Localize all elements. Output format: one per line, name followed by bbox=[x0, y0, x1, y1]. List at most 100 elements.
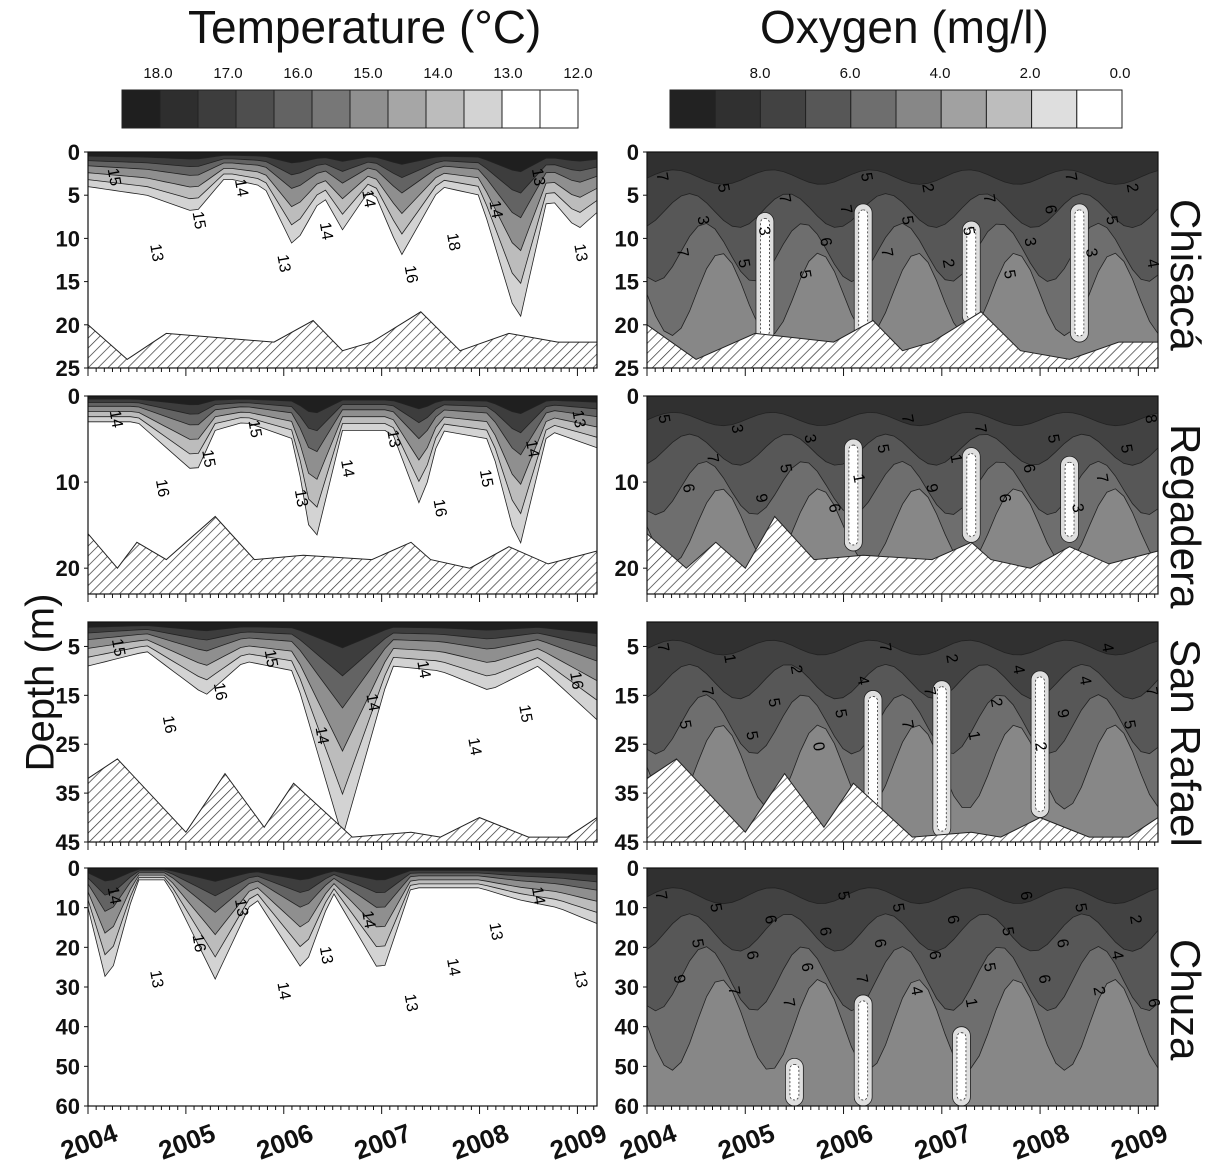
temperature-regadera-contour-band bbox=[87, 395, 598, 515]
temperature-legend-swatch bbox=[425, 89, 465, 129]
oxygen-san-rafael-contour-label: 7 bbox=[876, 642, 894, 654]
oxygen-chuza-y-tick-label: 30 bbox=[615, 975, 639, 1000]
temperature-san-rafael-contour-label: 15 bbox=[108, 637, 128, 658]
oxygen-san-rafael-contour-label: 4 bbox=[1009, 664, 1027, 676]
oxygen-chuza-contour-label: 5 bbox=[688, 938, 706, 950]
oxygen-san-rafael-contour-label: 5 bbox=[831, 708, 849, 720]
oxygen-chuza-contour-label: 5 bbox=[706, 902, 724, 914]
oxygen-chuza-contour-label: 5 bbox=[998, 926, 1016, 938]
temperature-regadera-contour-label: 14 bbox=[106, 409, 126, 430]
oxygen-chuza-contour-label: 5 bbox=[980, 961, 998, 973]
oxygen-chuza-anoxic-core bbox=[858, 1000, 869, 1101]
oxygen-san-rafael-contour-label: 5 bbox=[676, 719, 694, 731]
oxygen-legend: 8.0 6.0 4.0 2.0 0.0 bbox=[669, 65, 1131, 129]
oxygen-regadera-contour-label: 5 bbox=[776, 463, 794, 475]
oxygen-san-rafael-contour-label: 4 bbox=[853, 675, 871, 687]
oxygen-regadera-contour-label: 5 bbox=[1117, 443, 1135, 455]
temperature-san-rafael-contour-label: 16 bbox=[210, 681, 230, 702]
oxygen-chuza-contour-label: 6 bbox=[870, 938, 888, 950]
oxygen-regadera-contour-label: 7 bbox=[703, 453, 721, 465]
oxygen-regadera-contour-label: 8 bbox=[1141, 413, 1159, 425]
temperature-legend-swatch bbox=[539, 89, 579, 129]
oxygen-chuza-contour-label: 9 bbox=[670, 973, 688, 985]
temperature-chuza-contour-label: 14 bbox=[358, 909, 378, 930]
oxygen-legend-swatch bbox=[985, 89, 1033, 129]
oxygen-legend-swatch bbox=[1076, 89, 1123, 129]
temperature-chuza-contour-label: 13 bbox=[401, 993, 421, 1014]
x-year-label-oxygen: 2004 bbox=[616, 1117, 681, 1165]
x-year-label-temperature: 2006 bbox=[252, 1118, 317, 1166]
temperature-legend-swatch bbox=[159, 89, 199, 129]
oxygen-legend-tick-label: 4.0 bbox=[930, 65, 951, 82]
temperature-regadera-contour-label: 13 bbox=[568, 409, 588, 430]
oxygen-san-rafael-y-tick-label: 45 bbox=[615, 830, 639, 855]
oxygen-san-rafael-contour-label: 1 bbox=[720, 653, 738, 665]
oxygen-regadera-anoxic-core bbox=[848, 444, 859, 546]
oxygen-san-rafael-frame bbox=[646, 621, 1159, 843]
temperature-chisaca-contour-band bbox=[87, 151, 598, 173]
oxygen-legend-swatch bbox=[1031, 89, 1078, 129]
temperature-chuza-y-tick-label: 20 bbox=[56, 935, 80, 960]
temperature-legend-tick-label: 14.0 bbox=[423, 65, 452, 82]
oxygen-chisaca-contour-label: 2 bbox=[918, 182, 936, 194]
oxygen-chuza-contour-label: 5 bbox=[1071, 902, 1089, 914]
oxygen-chuza-contour-label: 7 bbox=[779, 997, 797, 1009]
oxygen-chisaca-contour-label: 5 bbox=[857, 171, 875, 183]
oxygen-chisaca-contour-label: 5 bbox=[796, 268, 814, 280]
oxygen-chuza-contour-band bbox=[646, 867, 1159, 905]
oxygen-chisaca-y-tick-label: 10 bbox=[615, 226, 639, 251]
oxygen-chuza-y-tick-label: 50 bbox=[615, 1054, 639, 1079]
oxygen-chisaca-contour-label: 5 bbox=[734, 258, 752, 270]
oxygen-regadera: 0 10 20 5 6 7 3 9 5 3 6 1 5 7 9 1 7 6 6 5 3 7 5 8 bbox=[615, 384, 1159, 602]
oxygen-chuza-contour-label: 1 bbox=[962, 997, 980, 1009]
temperature-san-rafael-contour-label: 15 bbox=[515, 703, 535, 724]
oxygen-chisaca-contour-label: 5 bbox=[898, 214, 916, 226]
temperature-chisaca-y-tick-label: 0 bbox=[68, 140, 80, 165]
temperature-san-rafael-contour-label: 14 bbox=[464, 736, 484, 757]
temperature-chisaca-contour-label: 13 bbox=[273, 253, 293, 274]
oxygen-chuza-contour-label: 6 bbox=[1035, 973, 1053, 985]
oxygen-chuza-contour-label: 6 bbox=[925, 949, 943, 961]
oxygen-regadera-contour-label: 5 bbox=[654, 413, 672, 425]
temperature-chisaca-y-tick-label: 5 bbox=[68, 183, 80, 208]
oxygen-regadera-contour-label: 6 bbox=[825, 502, 843, 514]
oxygen-san-rafael-contour-label: 4 bbox=[1098, 642, 1116, 654]
oxygen-regadera-frame bbox=[646, 395, 1159, 595]
oxygen-san-rafael-anoxic-core bbox=[868, 696, 878, 812]
oxygen-legend-tick-label: 0.0 bbox=[1110, 65, 1131, 82]
temperature-san-rafael-contour-label: 14 bbox=[362, 692, 382, 713]
oxygen-san-rafael-y-tick-label: 5 bbox=[627, 634, 639, 659]
oxygen-chisaca-contour-label: 2 bbox=[939, 258, 957, 270]
temperature-legend-swatch bbox=[273, 89, 313, 129]
temperature-regadera-y-tick-label: 20 bbox=[56, 556, 80, 581]
oxygen-chisaca-anoxic-core bbox=[760, 218, 770, 337]
x-year-label-temperature: 2005 bbox=[154, 1118, 219, 1166]
oxygen-chisaca-contour-label: 6 bbox=[1041, 204, 1059, 216]
temperature-chuza-y-tick-label: 40 bbox=[56, 1015, 80, 1040]
oxygen-chisaca-contour-label: 5 bbox=[1000, 268, 1018, 280]
oxygen-chisaca-y-tick-label: 15 bbox=[615, 270, 639, 295]
lake-label-chisaca: Chisacá bbox=[1162, 199, 1209, 351]
temperature-regadera-contour-label: 13 bbox=[291, 488, 311, 509]
oxygen-chuza-contour-label: 6 bbox=[797, 961, 815, 973]
oxygen-chuza-contour-label: 4 bbox=[907, 985, 925, 997]
oxygen-san-rafael-contour-label: 2 bbox=[787, 664, 805, 676]
oxygen-chuza-y-tick-label: 0 bbox=[627, 856, 639, 881]
temperature-chuza-contour-label: 13 bbox=[146, 969, 166, 990]
temperature-san-rafael-contour-label: 15 bbox=[261, 648, 281, 669]
temperature-legend-swatch bbox=[197, 89, 237, 129]
x-year-label-temperature: 2004 bbox=[57, 1117, 122, 1165]
oxygen-san-rafael-contour-label: 2 bbox=[942, 653, 960, 665]
oxygen-chuza-contour-label: 6 bbox=[761, 914, 779, 926]
temperature-san-rafael-y-tick-label: 5 bbox=[68, 634, 80, 659]
temperature-chisaca-contour-label: 18 bbox=[443, 232, 463, 253]
oxygen-regadera-contour-label: 5 bbox=[1044, 433, 1062, 445]
oxygen-regadera-contour-label: 1 bbox=[946, 453, 964, 465]
oxygen-chisaca-anoxic-core bbox=[1074, 209, 1085, 337]
oxygen-san-rafael-y-tick-label: 35 bbox=[615, 781, 639, 806]
oxygen-regadera-contour-label: 6 bbox=[995, 492, 1013, 504]
oxygen-chisaca-y-tick-label: 5 bbox=[627, 183, 639, 208]
temperature-chisaca-contour-label: 14 bbox=[231, 178, 251, 199]
oxygen-san-rafael-anoxic-core bbox=[936, 686, 947, 832]
temperature-chuza-y-tick-label: 10 bbox=[56, 896, 80, 921]
